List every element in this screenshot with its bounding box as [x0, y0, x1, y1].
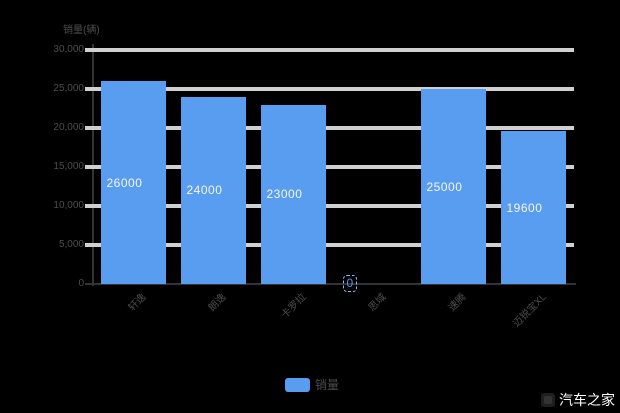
zero-value-label[interactable]: 0: [342, 275, 358, 292]
x-tick-label: 卡罗拉: [279, 291, 309, 321]
y-tick-label: 25,000: [53, 83, 84, 94]
y-axis-title: 销量(辆): [63, 25, 100, 36]
bar[interactable]: 23000: [260, 104, 326, 284]
legend-label: 销量: [315, 378, 340, 392]
bar[interactable]: 25000: [420, 89, 486, 284]
y-tick-label: 20,000: [53, 122, 84, 133]
bar-value-label: 19600: [506, 200, 543, 215]
gridline: [85, 243, 574, 247]
gridline: [85, 165, 574, 169]
y-tick-label: 0: [78, 278, 84, 289]
bar[interactable]: 24000: [180, 96, 246, 284]
x-tick-label: 朗逸: [206, 291, 229, 314]
bar[interactable]: 26000: [100, 81, 166, 284]
x-tick-label: 迈锐宝XL: [510, 291, 549, 330]
autohome-logo-icon: [541, 393, 555, 407]
gridline: [85, 87, 574, 91]
y-tick-label: 30,000: [53, 44, 84, 55]
bar-value-label: 25000: [426, 179, 463, 194]
gridline: [85, 126, 574, 130]
bar-value-label: 26000: [106, 175, 143, 190]
y-tick-label: 15,000: [53, 161, 84, 172]
x-tick-label: 速腾: [446, 291, 469, 314]
legend-item[interactable]: 销量: [285, 378, 339, 392]
gridline: [85, 204, 574, 208]
y-tick-label: 10,000: [53, 200, 84, 211]
bar-value-label: 23000: [266, 187, 303, 202]
gridline: [85, 48, 574, 52]
x-axis-line: [85, 283, 576, 285]
legend-swatch: [285, 378, 310, 392]
x-tick-label: 轩逸: [126, 291, 149, 314]
x-tick-label: 思域: [366, 291, 389, 314]
bar-value-label: 24000: [186, 183, 223, 198]
watermark: 汽车之家: [541, 390, 615, 410]
bar[interactable]: 19600: [500, 131, 566, 284]
y-tick-label: 5,000: [58, 239, 84, 250]
watermark-text: 汽车之家: [559, 392, 615, 408]
